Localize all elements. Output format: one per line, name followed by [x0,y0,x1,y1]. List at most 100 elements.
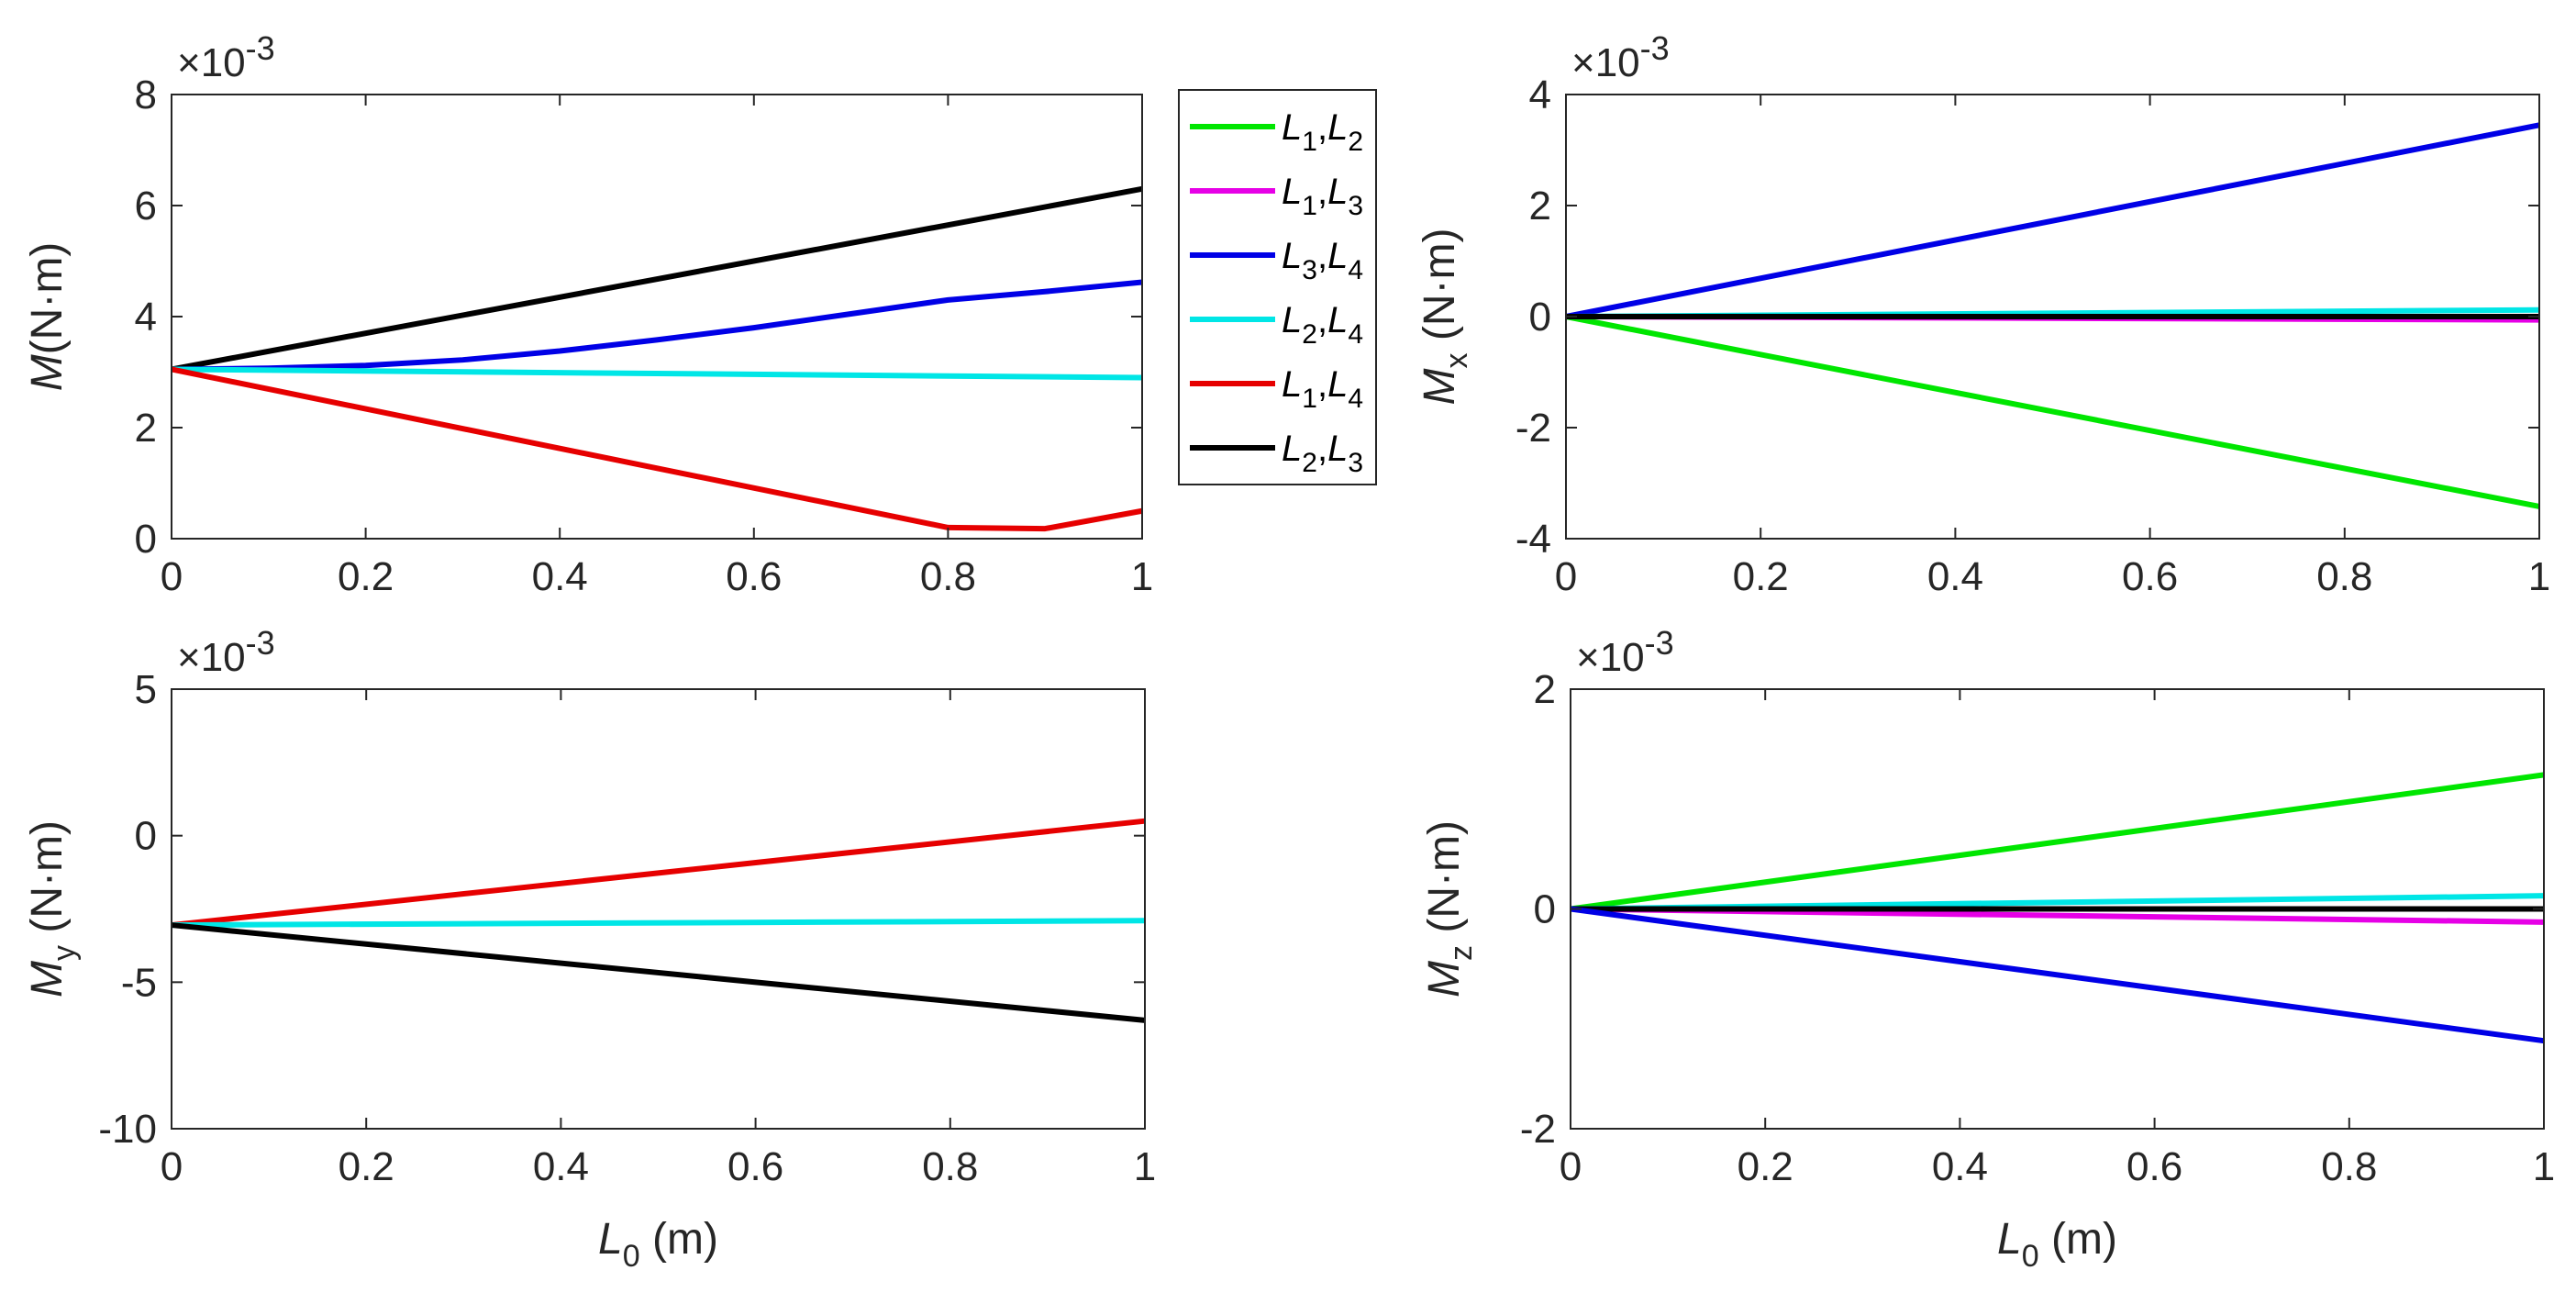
x-tick-label: 0.2 [338,554,394,599]
x-tick-label: 0.2 [339,1144,394,1189]
series-line-L2L3 [171,922,1146,1023]
y-axis-label-main: M [1416,368,1464,405]
x-tick-label: 0.4 [532,554,588,599]
legend-a: L [1282,300,1302,340]
x-axis-label-sub: 0 [2022,1239,2039,1274]
exponent-power: -3 [1640,29,1670,67]
series-line-L3L4 [1570,906,2545,1044]
x-tick-label: 0.8 [920,554,976,599]
x-tick-label: 0.4 [1932,1144,1988,1189]
legend-label-L1L2: L1,L2 [1282,107,1363,157]
series-line-L1L4 [171,366,1143,532]
y-tick-label: 5 [135,667,157,712]
legend-label-L3L4: L3,L4 [1282,236,1363,285]
x-tick-label: 0.8 [922,1144,978,1189]
legend-comma: , [1317,300,1327,340]
y-tick-label: -2 [1516,406,1551,451]
x-tick-label: 0.6 [727,1144,783,1189]
legend-a: L [1282,236,1302,276]
axes-box [171,688,1146,1130]
legend-comma: , [1317,172,1327,212]
exponent-base: ×10 [177,635,246,680]
legend-b: L [1327,300,1348,340]
legend-comma: , [1317,429,1327,469]
y-axis-label-main: M [23,354,72,391]
exponent-label: ×10-3 [177,29,275,85]
y-tick-label: -5 [121,960,157,1005]
x-tick-label: 0.6 [726,554,782,599]
y-tick-label: 2 [1534,667,1556,712]
y-tick-label: 2 [1529,184,1551,228]
y-axis-label-sub: y [47,945,82,961]
exponent-power: -3 [246,624,275,662]
panel-M: 0 0.2 0.4 0.6 0.8 1 0 2 4 6 8 ×10-3 M(N·m) [23,29,1153,599]
y-tick-label: 0 [1534,887,1556,932]
legend-box [1178,89,1377,485]
series-line-L2L4 [171,918,1146,929]
legend-comma: , [1317,236,1327,276]
y-axis-label-unit: (N·m) [23,242,72,355]
legend-a: L [1282,172,1302,212]
axes-box [171,94,1143,540]
x-tick-label: 0.6 [2122,554,2178,599]
x-axis-label: L0 (m) [598,1215,718,1274]
legend-b-sub: 4 [1348,319,1363,350]
x-tick-label: 1 [1131,554,1153,599]
legend-a-sub: 2 [1302,319,1317,350]
x-tick-label: 1 [2533,1144,2555,1189]
legend-b: L [1327,172,1348,212]
exponent-base: ×10 [1571,40,1640,85]
x-axis-label-unit: (m) [640,1215,718,1264]
y-axis-label-main: M [1420,961,1469,997]
x-tick-label: 0 [1560,1144,1582,1189]
y-axis-label: M(N·m) [23,242,72,392]
exponent-base: ×10 [177,40,246,85]
x-tick-label: 0.4 [533,1144,589,1189]
exponent-base: ×10 [1576,635,1645,680]
y-axis-label-unit: (N·m) [1416,228,1464,353]
x-tick-label: 0 [161,554,183,599]
legend-b: L [1327,429,1348,469]
series-line-L2L4 [171,366,1143,381]
legend-a-sub: 1 [1302,384,1317,414]
y-tick-label: -10 [98,1107,157,1152]
y-axis-label-main: M [23,961,72,997]
x-tick-label: 0 [1555,554,1577,599]
y-tick-label: -4 [1516,517,1551,562]
series-line-L3L4 [1565,122,2540,319]
y-tick-label: 8 [135,72,157,117]
legend-b: L [1327,364,1348,405]
exponent-label: ×10-3 [1571,29,1670,85]
y-axis-label: My (N·m) [23,820,82,997]
panel-My: 0 0.2 0.4 0.6 0.8 1 -10 -5 0 5 ×10-3 My (N·m) L0 (m) [23,624,1156,1274]
legend-a: L [1282,107,1302,148]
series-line-L1L4 [171,818,1146,929]
y-tick-label: 0 [135,814,157,859]
y-axis-label: Mx (N·m) [1416,228,1474,406]
legend-b-sub: 3 [1348,448,1363,478]
panel-Mz: 0 0.2 0.4 0.6 0.8 1-202×10-3Mz (N·m)L0 (m) [1420,624,2555,1274]
x-tick-label: 0 [161,1144,183,1189]
legend-a: L [1282,364,1302,405]
legend-a: L [1282,429,1302,469]
exponent-label: ×10-3 [1576,624,1674,680]
x-axis-label-sub: 0 [623,1239,640,1274]
x-tick-label: 1 [1134,1144,1156,1189]
legend-b-sub: 4 [1348,384,1363,414]
y-tick-label: 0 [135,517,157,562]
exponent-power: -3 [246,29,275,67]
legend-label-L2L4: L2,L4 [1282,300,1363,350]
legend-comma: , [1317,107,1327,148]
y-tick-label: 4 [135,295,157,340]
x-tick-label: 1 [2528,554,2550,599]
legend-b-sub: 2 [1348,127,1363,157]
x-axis-label: L0 (m) [1997,1215,2117,1274]
exponent-label: ×10-3 [177,624,275,680]
y-axis-label-sub: z [1444,945,1479,961]
x-tick-label: 0.8 [2321,1144,2377,1189]
panel-Mx: 0 0.2 0.4 0.6 0.8 1 -4 -2 0 2 4 ×10-3 Mx (N·m) [1416,29,2550,599]
x-tick-label: 0.2 [1738,1144,1793,1189]
legend-b-sub: 4 [1348,255,1363,285]
legend-a-sub: 3 [1302,255,1317,285]
